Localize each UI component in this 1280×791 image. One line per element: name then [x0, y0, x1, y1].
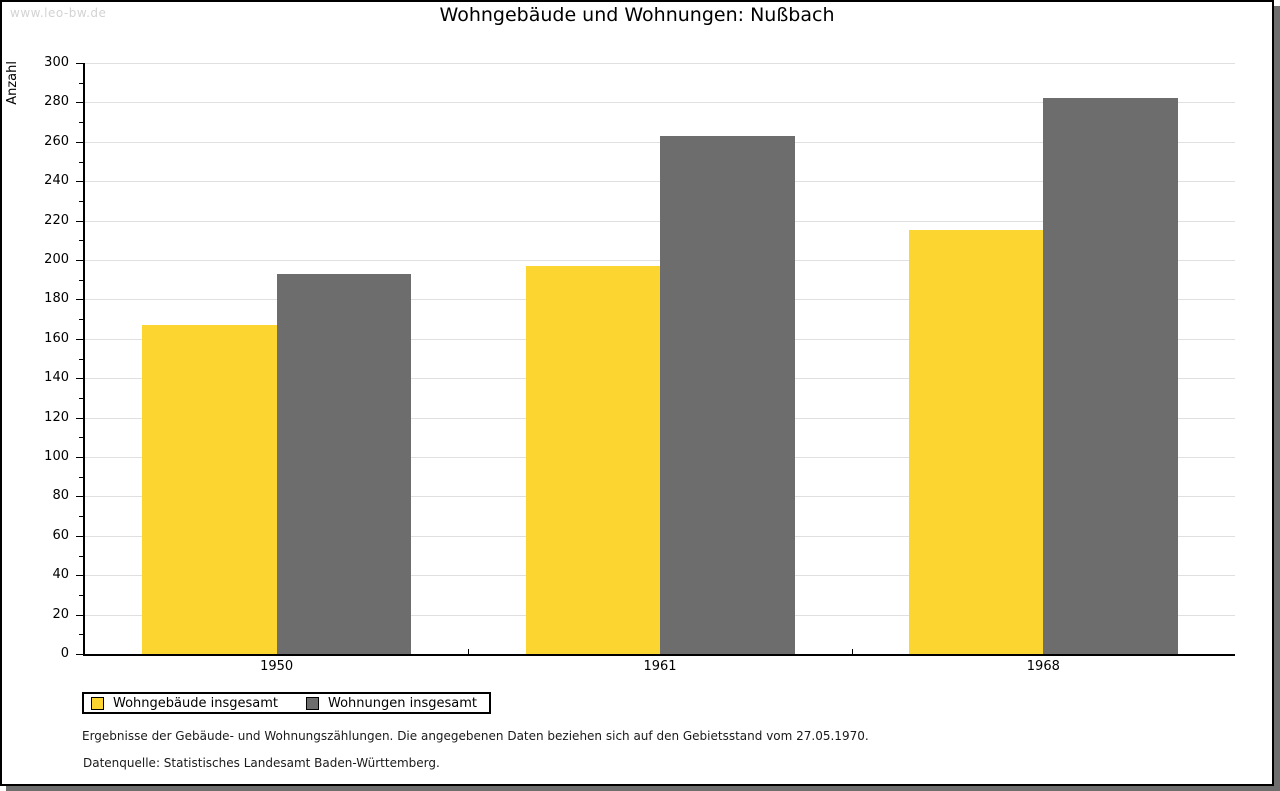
y-tick-200 [76, 260, 83, 261]
x-tick-label-1950: 1950 [260, 659, 294, 674]
y-minor-tick-230 [79, 200, 83, 202]
x-boundary-tick-1961 [468, 649, 470, 654]
bar-wohnungen-insgesamt-1961 [660, 135, 795, 654]
legend-swatch-wohngebaeude [91, 696, 104, 710]
y-tick-280 [76, 102, 83, 104]
y-minor-tick-210 [79, 240, 83, 242]
y-minor-tick-250 [79, 161, 83, 163]
y-tick-label-280: 280 [44, 94, 69, 110]
y-tick-260 [76, 141, 83, 143]
y-minor-tick-70 [79, 516, 83, 518]
y-tick-label-100: 100 [44, 449, 69, 464]
legend-label-wohnungen: Wohnungen insgesamt [328, 695, 477, 711]
y-tick-label-60: 60 [52, 527, 69, 543]
y-tick-label-0: 0 [60, 646, 69, 661]
x-boundary-tick-1968 [851, 649, 853, 654]
y-minor-tick-170 [79, 319, 83, 321]
plot-area: 0 20 40 60 80 100 120 140 160 180 200 220 240 260 280 3… [44, 55, 1235, 674]
y-minor-tick-30 [79, 594, 83, 596]
y-tick-120 [76, 417, 83, 419]
y-tick-80 [76, 496, 83, 498]
footer-source: Datenquelle: Statistisches Landesamt Bad… [83, 756, 440, 770]
y-axis-title: Anzahl [5, 61, 20, 105]
y-minor-tick-150 [79, 358, 83, 360]
y-tick-label-220: 220 [44, 212, 69, 228]
watermark: www.leo-bw.de [10, 6, 107, 20]
legend-swatch-wohnungen [306, 696, 319, 710]
y-tick-180 [76, 299, 83, 301]
y-tick-60 [76, 535, 83, 537]
y-tick-label-300: 300 [44, 55, 69, 70]
footer-note: Ergebnisse der Gebäude- und Wohnungszähl… [82, 729, 869, 743]
y-tick-label-20: 20 [52, 606, 69, 622]
bar-wohngeb-ude-insgesamt-1950 [142, 325, 277, 654]
y-tick-160 [76, 338, 83, 340]
legend: Wohngebäude insgesamt Wohnungen insgesam… [82, 692, 491, 714]
y-tick-240 [76, 181, 83, 183]
bar-wohngeb-ude-insgesamt-1968 [908, 230, 1044, 654]
y-minor-tick-110 [79, 437, 83, 439]
y-minor-tick-10 [79, 634, 83, 636]
y-tick-label-40: 40 [52, 567, 69, 583]
y-tick-label-200: 200 [44, 252, 69, 267]
y-minor-tick-50 [79, 555, 83, 557]
bar-wohnungen-insgesamt-1950 [276, 273, 412, 654]
y-minor-tick-130 [79, 397, 83, 399]
y-minor-tick-290 [79, 82, 83, 84]
y-tick-0 [76, 654, 83, 655]
x-tick-label-1961: 1961 [643, 659, 677, 674]
y-tick-300 [76, 63, 83, 64]
x-tick-label-1968: 1968 [1026, 659, 1060, 674]
y-tick-label-180: 180 [44, 291, 69, 307]
y-minor-tick-90 [79, 476, 83, 478]
gridline-280 [85, 102, 1235, 104]
gridline-300 [85, 63, 1235, 64]
y-tick-140 [76, 378, 83, 380]
y-tick-label-80: 80 [52, 488, 69, 504]
chart-title: Wohngebäude und Wohnungen: Nußbach [439, 4, 835, 26]
y-tick-label-240: 240 [44, 173, 69, 189]
legend-label-wohngebaeude: Wohngebäude insgesamt [113, 695, 278, 711]
y-tick-220 [76, 220, 83, 222]
y-minor-tick-190 [79, 279, 83, 281]
bar-wohngeb-ude-insgesamt-1961 [525, 265, 660, 654]
y-tick-label-260: 260 [44, 133, 69, 149]
y-tick-100 [76, 457, 83, 458]
y-tick-label-120: 120 [44, 409, 69, 425]
y-tick-20 [76, 614, 83, 616]
y-minor-tick-270 [79, 122, 83, 124]
y-tick-label-160: 160 [44, 330, 69, 346]
y-tick-label-140: 140 [44, 370, 69, 386]
y-tick-40 [76, 575, 83, 577]
bar-wohnungen-insgesamt-1968 [1043, 98, 1178, 654]
